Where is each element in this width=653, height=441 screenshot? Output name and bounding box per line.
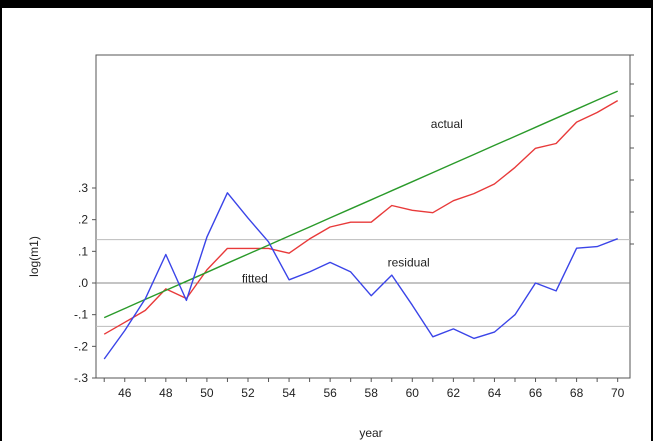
y-axis-title: log(m1) bbox=[27, 236, 41, 277]
plot-area bbox=[95, 54, 631, 379]
left-axis-tick-label: .0 bbox=[78, 276, 88, 290]
x-axis-tick-label: 48 bbox=[159, 386, 173, 400]
reference-lines bbox=[96, 239, 630, 327]
left-axis-tick-label: .3 bbox=[78, 181, 88, 195]
x-axis-tick-label: 64 bbox=[488, 386, 502, 400]
x-axis-tick-label: 62 bbox=[447, 386, 461, 400]
x-axis-tick-label: 66 bbox=[529, 386, 543, 400]
x-axis-tick-label: 56 bbox=[323, 386, 337, 400]
x-axis-title: year bbox=[359, 426, 382, 440]
series-line-actual bbox=[103, 99, 619, 335]
x-axis-tick-label: 68 bbox=[570, 386, 584, 400]
left-axis-tick-label: -.1 bbox=[74, 308, 88, 322]
annotation-label: fitted bbox=[242, 271, 268, 285]
annotation-label: actual bbox=[431, 117, 463, 131]
annotation-label: residual bbox=[388, 256, 430, 270]
x-axis-tick-label: 52 bbox=[241, 386, 255, 400]
x-axis-tick-label: 58 bbox=[365, 386, 379, 400]
left-axis-tick-label: -.2 bbox=[74, 339, 88, 353]
left-axis-tick-label: .1 bbox=[78, 244, 88, 258]
x-axis-tick-label: 46 bbox=[118, 386, 132, 400]
left-axis-tick-label: -.3 bbox=[74, 371, 88, 385]
right-axis bbox=[630, 54, 634, 245]
x-axis-tick-label: 70 bbox=[611, 386, 625, 400]
series-layer bbox=[103, 90, 619, 360]
x-axis: 46 48 50 52 54 56 58 60 62 64 66 68 70 bbox=[103, 378, 625, 400]
x-axis-tick-label: 54 bbox=[282, 386, 296, 400]
annotations: actual fitted residual bbox=[242, 117, 463, 285]
series-line-fitted bbox=[103, 90, 618, 319]
left-axis: -.3 -.2 -.1 .0 .1 .2 .3 bbox=[74, 181, 96, 385]
series-line-residual bbox=[103, 192, 618, 360]
x-axis-tick-label: 60 bbox=[406, 386, 420, 400]
left-axis-tick-label: .2 bbox=[78, 213, 88, 227]
x-axis-tick-label: 50 bbox=[200, 386, 214, 400]
